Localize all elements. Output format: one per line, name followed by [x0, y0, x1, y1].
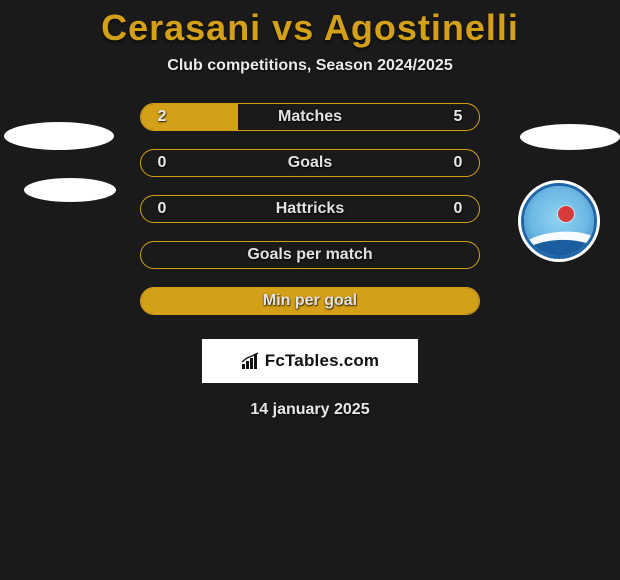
page-title: Cerasani vs Agostinelli [101, 7, 519, 49]
stat-right-value: 0 [451, 154, 465, 172]
stats-list: 2Matches50Goals00Hattricks0Goals per mat… [140, 103, 480, 315]
stat-left-value: 0 [155, 200, 169, 218]
stat-row: 0Goals0 [140, 149, 480, 177]
stat-left-value: 0 [155, 154, 169, 172]
ellipse-icon [4, 122, 114, 150]
snapshot-date: 14 january 2025 [250, 401, 369, 419]
club-badge-icon [518, 180, 600, 262]
stat-label: Goals per match [141, 246, 479, 264]
ellipse-icon [520, 124, 620, 150]
bar-chart-icon [241, 352, 261, 370]
stat-label: Goals [141, 154, 479, 172]
stat-right-value: 0 [451, 200, 465, 218]
stat-row: 2Matches5 [140, 103, 480, 131]
stat-fill-right [141, 288, 479, 314]
source-logo-text: FcTables.com [265, 351, 380, 371]
stat-row: Goals per match [140, 241, 480, 269]
stat-right-value: 5 [451, 108, 465, 126]
stat-row: 0Hattricks0 [140, 195, 480, 223]
source-logo[interactable]: FcTables.com [202, 339, 418, 383]
stat-left-value: 2 [155, 108, 169, 126]
stat-row: Min per goal [140, 287, 480, 315]
ellipse-icon [24, 178, 116, 202]
page-subtitle: Club competitions, Season 2024/2025 [167, 57, 452, 75]
stat-label: Hattricks [141, 200, 479, 218]
